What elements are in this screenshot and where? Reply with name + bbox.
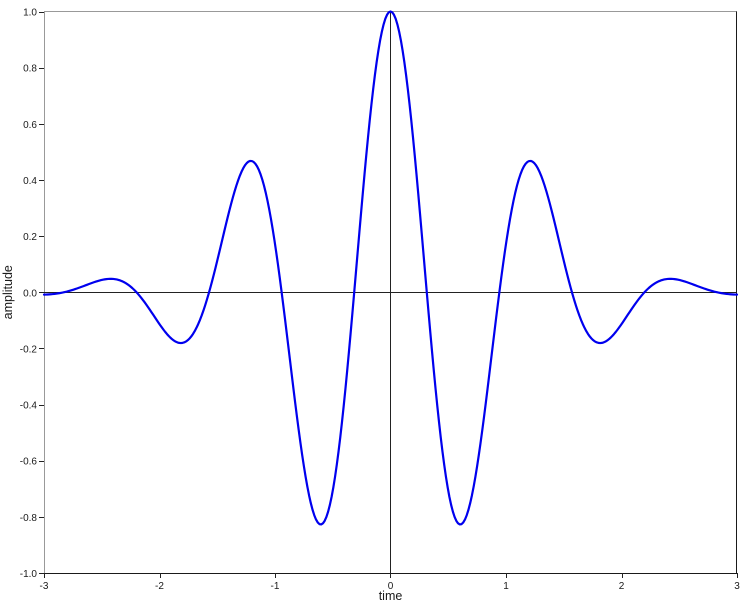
svg-text:0.8: 0.8	[23, 64, 37, 75]
svg-text:-2: -2	[155, 581, 164, 592]
svg-text:-0.6: -0.6	[20, 457, 38, 468]
svg-text:0.2: 0.2	[23, 232, 37, 243]
svg-text:0.6: 0.6	[23, 120, 37, 131]
svg-text:-0.4: -0.4	[20, 401, 38, 412]
svg-text:-3: -3	[40, 581, 49, 592]
svg-text:0.4: 0.4	[23, 176, 37, 187]
svg-text:-1.0: -1.0	[20, 569, 38, 580]
svg-text:time: time	[379, 589, 403, 603]
svg-text:amplitude: amplitude	[1, 265, 15, 319]
svg-text:-0.8: -0.8	[20, 513, 38, 524]
svg-text:3: 3	[734, 581, 740, 592]
svg-text:1: 1	[503, 581, 509, 592]
svg-text:-1: -1	[271, 581, 280, 592]
svg-text:2: 2	[619, 581, 625, 592]
svg-text:-0.2: -0.2	[20, 344, 38, 355]
svg-text:0.0: 0.0	[23, 288, 37, 299]
svg-text:1.0: 1.0	[23, 8, 37, 19]
